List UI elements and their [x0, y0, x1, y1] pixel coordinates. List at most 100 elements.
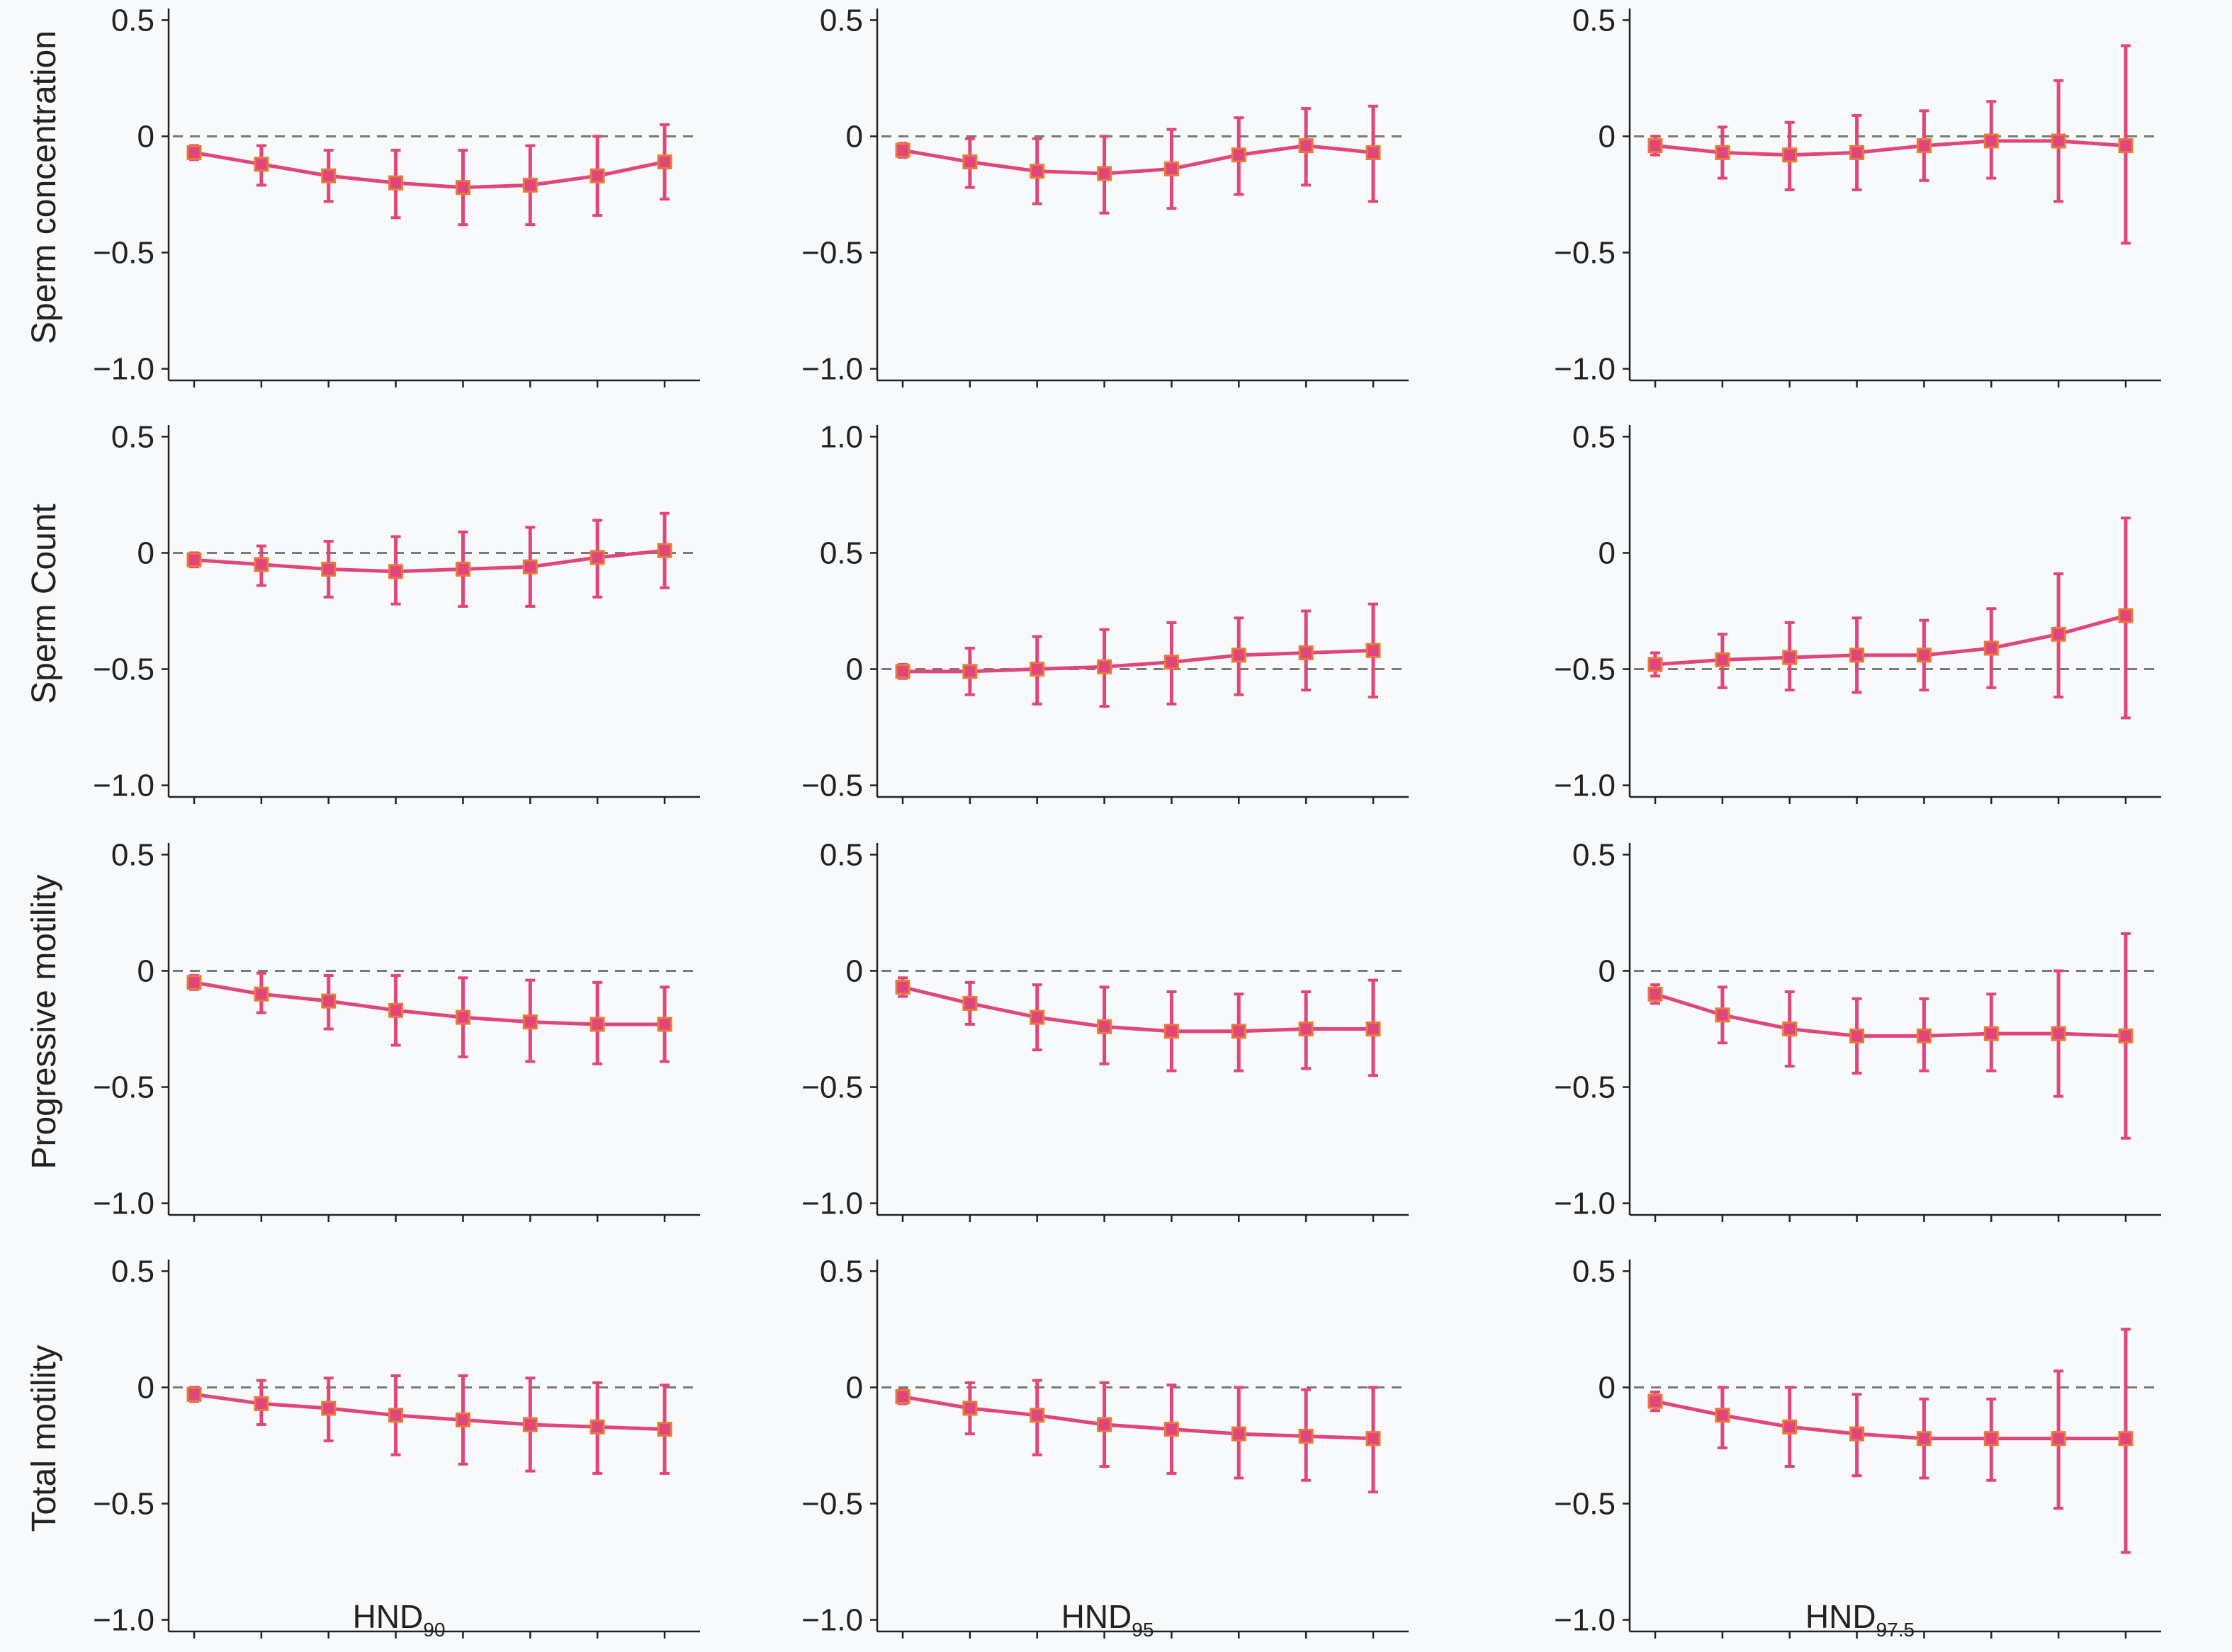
row-ylabel: Sperm concentration: [26, 30, 63, 344]
series-line: [1655, 992, 2126, 1038]
y-tick-label: 0: [846, 652, 863, 687]
y-tick-label: −1.0: [1554, 769, 1616, 803]
data-point: [1231, 1024, 1246, 1039]
panel-r2-c1: 0.5 0 −0.5 −1.0: [801, 837, 1409, 1222]
data-point: [1163, 161, 1179, 176]
data-point: [962, 664, 978, 679]
x-tick-label: 50: [1154, 1648, 1189, 1652]
y-tick-label: 0.5: [111, 419, 154, 454]
y-tick-label: 0: [846, 1370, 863, 1405]
x-tick-label: 80: [648, 1648, 682, 1652]
data-point: [254, 1396, 269, 1411]
data-point: [1782, 147, 1798, 163]
data-point: [1647, 657, 1663, 672]
data-point: [455, 561, 470, 577]
y-tick-label: −1.0: [1554, 352, 1616, 387]
xlabel-subscript: 90: [423, 1619, 445, 1641]
data-point: [1849, 1028, 1865, 1043]
y-tick-label: −0.5: [1554, 236, 1616, 271]
y-tick-label: 0: [137, 119, 154, 154]
data-point: [254, 557, 269, 572]
data-point: [1715, 1007, 1730, 1023]
panel-r1-c0: 0.5 0 −0.5 −1.0: [93, 419, 700, 804]
data-point: [1231, 647, 1246, 663]
data-point: [1983, 133, 1999, 149]
data-point: [388, 564, 404, 579]
data-point: [1097, 1417, 1112, 1432]
x-tick-label: 40: [1087, 1648, 1122, 1652]
data-point: [2118, 608, 2134, 623]
x-tick-label: 50: [446, 1648, 480, 1652]
data-point: [1647, 138, 1663, 154]
data-point: [657, 543, 672, 558]
y-tick-label: 0: [1599, 1370, 1616, 1405]
data-point: [590, 550, 605, 565]
data-point: [1030, 1408, 1045, 1423]
data-point: [522, 559, 538, 575]
data-point: [388, 1408, 404, 1423]
data-point: [1916, 1028, 1932, 1043]
data-point: [590, 1017, 605, 1032]
series-line: [902, 985, 1373, 1034]
y-tick-label: 0.5: [820, 536, 863, 570]
x-tick-label: 70: [1289, 1648, 1324, 1652]
y-tick-label: 0.5: [1572, 837, 1616, 872]
data-point: [962, 154, 978, 170]
y-tick-label: −0.5: [1554, 652, 1616, 687]
panel-r1-c1: 1.0 0.5 0 −0.5: [801, 419, 1409, 804]
series-line: [1655, 139, 2126, 157]
data-point: [1298, 645, 1314, 661]
y-tick-label: 0.5: [111, 1254, 154, 1289]
y-tick-label: 0.5: [111, 3, 154, 38]
series-line: [903, 648, 1374, 674]
data-point: [1365, 643, 1381, 658]
data-point: [1298, 1022, 1314, 1036]
data-point: [1782, 1419, 1798, 1435]
y-tick-label: −1.0: [801, 1187, 863, 1221]
data-point: [1030, 164, 1045, 179]
y-tick-label: −1.0: [93, 769, 154, 803]
data-point: [1298, 138, 1314, 154]
series-line: [902, 1395, 1374, 1441]
data-point: [1715, 1408, 1730, 1423]
panel-r0-c1: 0.5 0 −0.5 −1.0: [801, 3, 1409, 387]
y-tick-label: −1.0: [93, 1603, 154, 1638]
data-point: [895, 142, 911, 158]
x-tick-label: 40: [1839, 1648, 1874, 1652]
data-point: [895, 664, 911, 679]
data-point: [1715, 652, 1730, 667]
xlabel-subscript: 97.5: [1876, 1619, 1915, 1641]
y-tick-label: −1.0: [93, 352, 154, 387]
data-point: [254, 986, 269, 1002]
data-point: [321, 1401, 337, 1416]
y-tick-label: −1.0: [93, 1187, 154, 1221]
x-tick-label: 60: [1222, 1648, 1256, 1652]
panel-r2-c0: 0.5 0 −0.5 −1.0: [93, 837, 700, 1222]
data-point: [962, 995, 978, 1011]
data-point: [895, 1389, 911, 1405]
x-tick-label: 50: [1907, 1648, 1941, 1652]
y-tick-label: 0: [137, 1370, 154, 1405]
x-tick-label: 30: [1020, 1648, 1054, 1652]
y-tick-label: 1.0: [820, 419, 863, 454]
data-point: [590, 1419, 605, 1435]
data-point: [895, 979, 911, 995]
data-point: [1849, 1426, 1865, 1442]
y-tick-label: 0: [137, 954, 154, 988]
y-tick-label: 0.5: [820, 1254, 863, 1289]
data-point: [1365, 145, 1381, 160]
y-tick-label: 0.5: [1572, 419, 1616, 454]
data-point: [1983, 1431, 1999, 1447]
data-point: [1782, 650, 1798, 665]
x-tick-label: 20: [952, 1648, 987, 1652]
data-point: [657, 1422, 672, 1437]
data-point: [1163, 1422, 1179, 1437]
data-point: [1647, 1393, 1663, 1409]
data-point: [2051, 626, 2066, 642]
y-tick-label: 0: [1599, 954, 1616, 988]
data-point: [1097, 1019, 1112, 1034]
data-point: [2118, 1431, 2134, 1447]
series-line: [193, 1392, 665, 1432]
data-point: [186, 975, 202, 990]
y-tick-label: 0.5: [820, 837, 863, 872]
